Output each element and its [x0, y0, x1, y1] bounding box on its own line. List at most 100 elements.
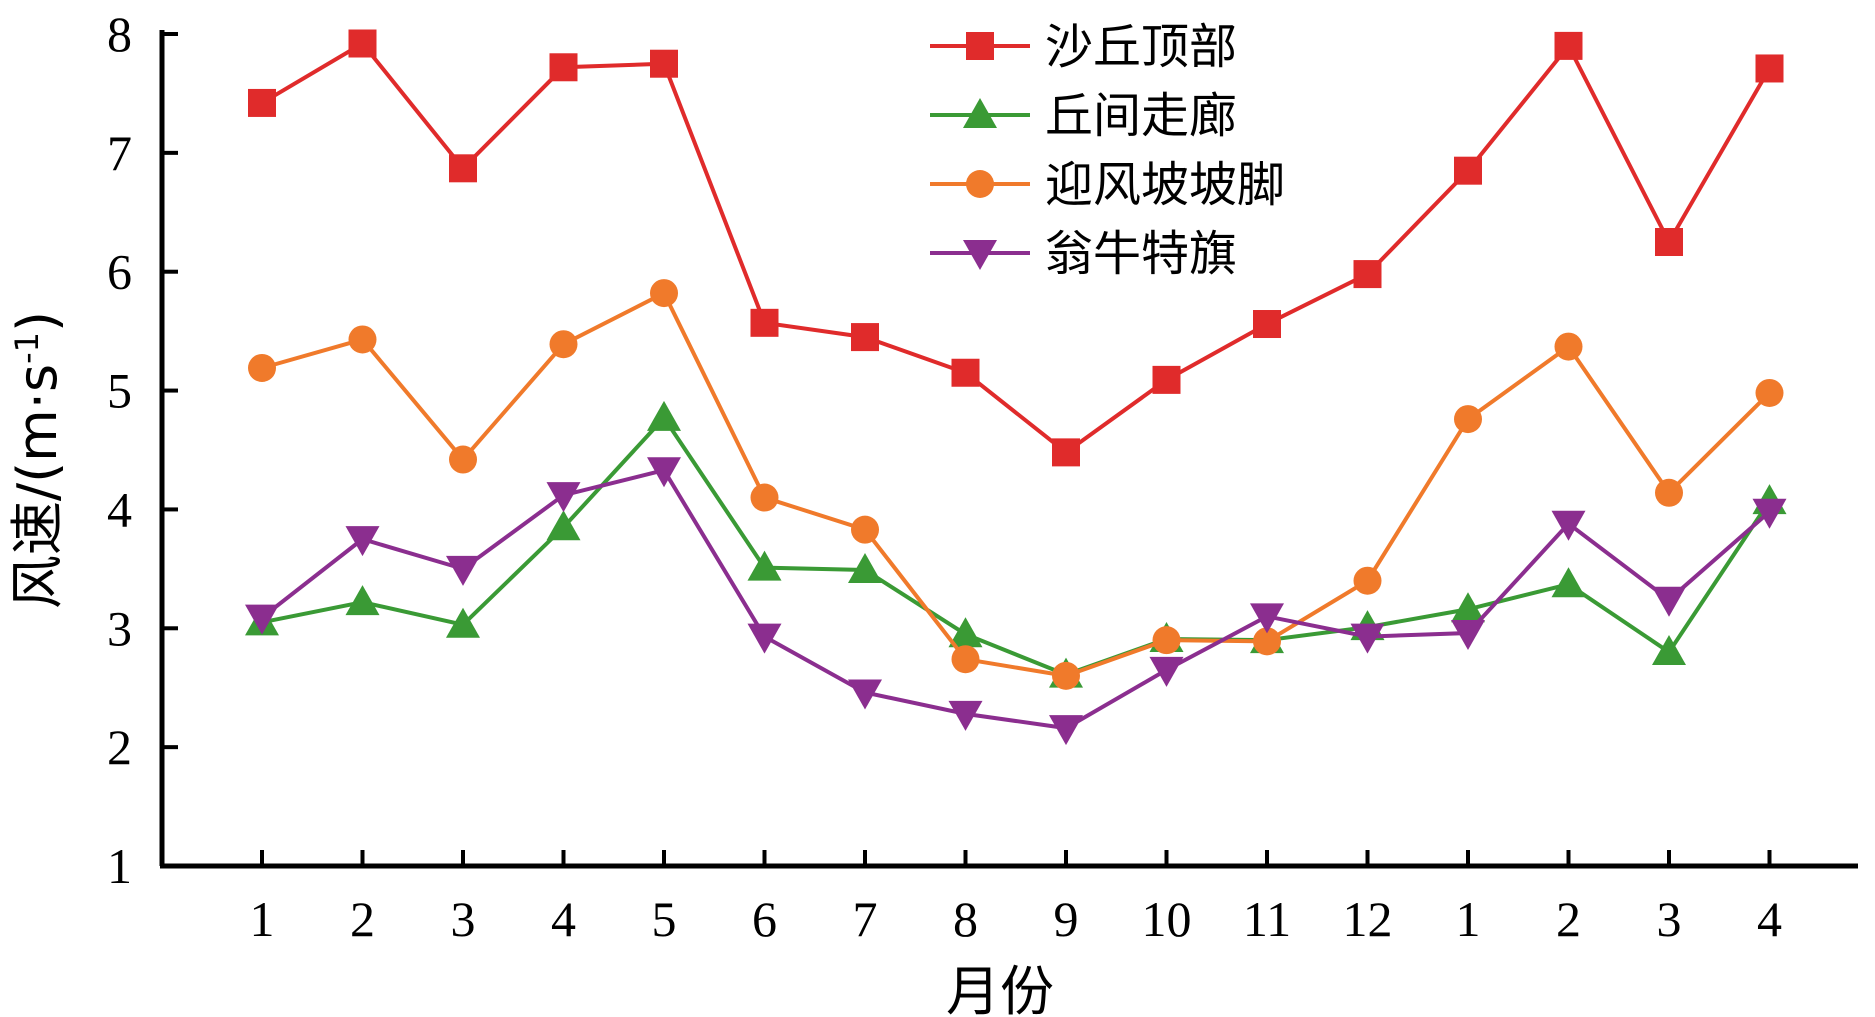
- series-line: [261, 290, 1771, 678]
- square-marker: [248, 88, 276, 117]
- square-marker: [348, 29, 377, 58]
- y-axis-title-sup: -1: [8, 332, 46, 364]
- triangle-down-marker: [1149, 656, 1184, 687]
- x-tick-label: 1: [1456, 891, 1481, 947]
- triangle-down-marker: [848, 679, 882, 710]
- circle-marker: [1152, 626, 1181, 655]
- x-tick-label: 6: [752, 891, 777, 947]
- series-1: [248, 29, 1784, 467]
- legend-label: 迎风坡坡脚: [1045, 157, 1285, 213]
- triangle-up-marker: [647, 400, 681, 431]
- square-marker: [1152, 365, 1181, 394]
- triangle-down-marker: [1652, 586, 1686, 617]
- square-marker: [650, 49, 678, 78]
- triangle-up-marker: [546, 510, 581, 541]
- x-tick-label: 12: [1343, 891, 1393, 947]
- x-axis-title: 月份: [946, 960, 1054, 1017]
- circle-marker: [750, 483, 779, 512]
- y-axis-title-close: ): [6, 311, 69, 332]
- triangle-down-marker: [1250, 603, 1284, 634]
- circle-marker: [650, 279, 678, 308]
- triangle-down-marker: [1551, 510, 1586, 541]
- axes: [159, 30, 1858, 869]
- x-tick-label: 1: [250, 891, 275, 947]
- square-marker: [851, 323, 879, 352]
- square-marker: [1755, 54, 1784, 83]
- triangle-down-marker: [1451, 620, 1485, 651]
- x-tick-label: 5: [652, 891, 677, 947]
- x-tick-label: 3: [1657, 891, 1682, 947]
- triangle-down-marker: [1752, 498, 1787, 529]
- x-tick-label: 2: [350, 891, 375, 947]
- triangle-down-marker: [647, 457, 681, 488]
- x-tick-label: 11: [1243, 891, 1291, 947]
- square-marker: [1052, 438, 1080, 467]
- triangle-down-marker: [1350, 623, 1385, 654]
- square-marker: [966, 32, 994, 60]
- circle-marker: [966, 170, 994, 198]
- circle-marker: [1655, 478, 1683, 507]
- triangle-up-marker: [1451, 592, 1485, 623]
- triangle-up-marker: [963, 98, 997, 128]
- y-tick-label: 3: [107, 600, 132, 656]
- circle-marker: [1353, 566, 1382, 595]
- y-axis-title: 风速/(m·s-1): [6, 311, 69, 609]
- triangle-down-marker: [345, 526, 380, 557]
- square-marker: [951, 358, 980, 387]
- triangle-up-marker: [446, 607, 480, 638]
- circle-marker: [348, 325, 377, 354]
- series-4: [245, 457, 1787, 746]
- y-axis-title-main: 风速/(m·s: [6, 364, 69, 609]
- square-marker: [1253, 310, 1281, 339]
- triangle-up-marker: [848, 553, 882, 584]
- triangle-down-marker: [546, 482, 581, 513]
- triangle-up-marker: [948, 617, 983, 648]
- square-marker: [549, 53, 578, 82]
- triangle-down-marker: [747, 623, 782, 654]
- series-line: [260, 40, 1772, 455]
- circle-marker: [951, 645, 980, 674]
- circle-marker: [1454, 405, 1482, 434]
- x-ticks: 1 2 3 4 5 6 7 8 9 10 11 12 1 2 3 4: [250, 850, 1782, 947]
- series-layer: [245, 29, 1787, 746]
- legend-label: 丘间走廊: [1045, 88, 1237, 144]
- y-tick-label: 1: [107, 838, 132, 894]
- square-marker: [1454, 156, 1482, 185]
- triangle-down-marker: [948, 700, 983, 731]
- circle-marker: [1554, 332, 1583, 361]
- x-tick-label: 4: [1757, 891, 1782, 947]
- series-line: [261, 414, 1772, 677]
- x-tick-label: 4: [551, 891, 576, 947]
- triangle-down-marker: [446, 555, 480, 586]
- circle-marker: [1253, 627, 1281, 656]
- triangle-down-marker: [1049, 715, 1083, 746]
- x-tick-label: 9: [1054, 891, 1079, 947]
- x-tick-label: 7: [853, 891, 878, 947]
- x-tick-label: 3: [451, 891, 476, 947]
- series-3: [248, 279, 1784, 690]
- legend-label: 沙丘顶部: [1045, 19, 1237, 75]
- triangle-up-marker: [1551, 567, 1586, 598]
- circle-marker: [248, 353, 276, 382]
- y-tick-label: 8: [107, 6, 132, 62]
- circle-marker: [1755, 378, 1784, 407]
- circle-marker: [851, 515, 879, 544]
- x-tick-label: 8: [953, 891, 978, 947]
- circle-marker: [1052, 661, 1080, 690]
- x-tick-label: 10: [1142, 891, 1192, 947]
- x-tick-label: 2: [1556, 891, 1581, 947]
- square-marker: [750, 308, 779, 337]
- triangle-down-marker: [963, 240, 997, 270]
- legend-label: 翁牛特旗: [1045, 226, 1237, 282]
- triangle-up-marker: [345, 585, 380, 616]
- y-tick-label: 7: [107, 125, 132, 181]
- square-marker: [1554, 31, 1583, 60]
- y-tick-label: 5: [107, 363, 132, 419]
- y-ticks: 1 2 3 4 5 6 7 8: [107, 6, 178, 894]
- triangle-up-marker: [747, 550, 782, 581]
- series-line: [260, 467, 1771, 731]
- square-marker: [1655, 228, 1683, 256]
- y-tick-label: 4: [107, 481, 132, 537]
